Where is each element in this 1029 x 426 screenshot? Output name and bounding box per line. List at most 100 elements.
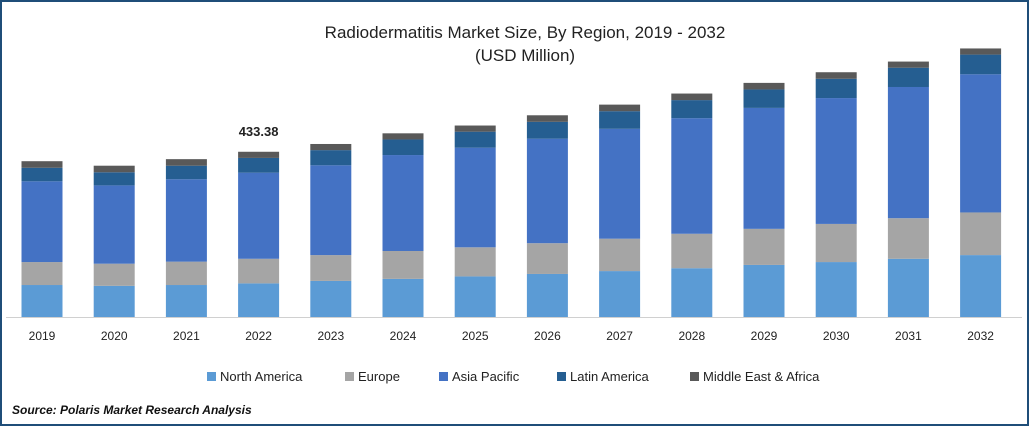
bar-2030-middle-east-africa <box>815 72 857 79</box>
bar-2021-europe <box>165 261 207 286</box>
bar-2031-north-america <box>887 258 929 317</box>
bar-2019-latin-america <box>21 167 63 182</box>
bar-2021-asia-pacific <box>165 179 207 262</box>
bar-2025-europe <box>454 247 496 277</box>
bar-2022-middle-east-africa <box>238 151 280 158</box>
legend-swatch <box>690 372 699 381</box>
x-tick-label-2026: 2026 <box>534 329 561 343</box>
bar-2020-middle-east-africa <box>93 165 135 173</box>
x-tick-label-2023: 2023 <box>317 329 344 343</box>
x-tick-label-2029: 2029 <box>751 329 778 343</box>
bar-2032-latin-america <box>960 54 1002 75</box>
bar-2019-asia-pacific <box>21 181 63 263</box>
bar-2030-europe <box>815 223 857 263</box>
chart-title: Radiodermatitis Market Size, By Region, … <box>325 23 726 42</box>
bar-2019-europe <box>21 262 63 286</box>
bar-2020-north-america <box>93 285 135 317</box>
bar-2031-latin-america <box>887 67 929 87</box>
bar-2020-europe <box>93 263 135 286</box>
x-tick-label-2030: 2030 <box>823 329 850 343</box>
bar-2028-europe <box>671 233 713 269</box>
bar-2020-asia-pacific <box>93 185 135 264</box>
bar-2022-asia-pacific <box>238 172 280 259</box>
bar-2022-latin-america <box>238 157 280 173</box>
bar-2026-middle-east-africa <box>526 115 568 122</box>
bar-2020-latin-america <box>93 172 135 186</box>
legend-swatch <box>439 372 448 381</box>
bar-2027-latin-america <box>599 111 641 129</box>
source-note: Source: Polaris Market Research Analysis <box>12 403 252 417</box>
legend-label: Middle East & Africa <box>703 369 820 384</box>
bar-2027-north-america <box>599 271 641 317</box>
legend-swatch <box>345 372 354 381</box>
bar-2028-north-america <box>671 268 713 317</box>
bar-2027-europe <box>599 238 641 272</box>
x-tick-label-2025: 2025 <box>462 329 489 343</box>
bar-2026-asia-pacific <box>526 138 568 244</box>
x-tick-label-2019: 2019 <box>29 329 56 343</box>
x-tick-label-2031: 2031 <box>895 329 922 343</box>
legend-label: North America <box>220 369 303 384</box>
legend-item-north-america: North America <box>207 369 303 384</box>
bar-2026-north-america <box>526 273 568 317</box>
x-tick-label-2028: 2028 <box>678 329 705 343</box>
bars-group <box>21 48 1002 317</box>
x-tick-label-2021: 2021 <box>173 329 200 343</box>
bar-2029-north-america <box>743 264 785 317</box>
bar-2023-middle-east-africa <box>310 143 352 151</box>
x-tick-label-2024: 2024 <box>390 329 417 343</box>
legend-item-latin-america: Latin America <box>557 369 650 384</box>
data-label-2022: 433.38 <box>239 124 279 139</box>
bar-2025-middle-east-africa <box>454 125 496 132</box>
bar-2027-middle-east-africa <box>599 104 641 112</box>
bar-2024-europe <box>382 250 424 279</box>
bar-2030-asia-pacific <box>815 98 857 224</box>
bar-2031-asia-pacific <box>887 86 929 219</box>
bar-2021-latin-america <box>165 165 207 180</box>
bar-2030-latin-america <box>815 78 857 99</box>
bar-2022-north-america <box>238 283 280 317</box>
bar-2024-north-america <box>382 278 424 317</box>
bar-2027-asia-pacific <box>599 128 641 239</box>
bar-2028-middle-east-africa <box>671 93 713 101</box>
legend-label: Europe <box>358 369 400 384</box>
annotations: 433.38 <box>239 124 279 139</box>
bar-2029-asia-pacific <box>743 107 785 229</box>
bar-2029-middle-east-africa <box>743 82 785 90</box>
bar-2028-latin-america <box>671 100 713 119</box>
bar-2021-north-america <box>165 285 207 317</box>
bar-2023-asia-pacific <box>310 165 352 256</box>
x-tick-label-2027: 2027 <box>606 329 633 343</box>
legend-label: Latin America <box>570 369 650 384</box>
bar-2019-middle-east-africa <box>21 161 63 168</box>
bar-2028-asia-pacific <box>671 118 713 234</box>
bar-2025-asia-pacific <box>454 147 496 248</box>
bar-2031-europe <box>887 218 929 259</box>
bar-2024-latin-america <box>382 139 424 156</box>
bar-2026-europe <box>526 243 568 274</box>
legend-item-europe: Europe <box>345 369 400 384</box>
bar-2024-asia-pacific <box>382 155 424 251</box>
bar-2024-middle-east-africa <box>382 133 424 140</box>
legend-swatch <box>557 372 566 381</box>
bar-2019-north-america <box>21 285 63 317</box>
bar-2023-latin-america <box>310 150 352 166</box>
bar-2021-middle-east-africa <box>165 159 207 166</box>
bar-2025-north-america <box>454 276 496 317</box>
x-tick-label-2032: 2032 <box>967 329 994 343</box>
x-axis-ticks: 2019 2020 2021 2022 2023 2024 2025 2026 2027 2028… <box>29 329 995 343</box>
bar-2032-europe <box>960 212 1002 256</box>
x-tick-label-2020: 2020 <box>101 329 128 343</box>
bar-2026-latin-america <box>526 121 568 139</box>
legend: North America Europe Asia Pacific Latin Ame… <box>207 369 820 384</box>
legend-swatch <box>207 372 216 381</box>
bar-2032-asia-pacific <box>960 74 1002 213</box>
bar-2025-latin-america <box>454 131 496 148</box>
bar-2029-europe <box>743 228 785 265</box>
legend-item-asia-pacific: Asia Pacific <box>439 369 520 384</box>
bar-2023-north-america <box>310 280 352 317</box>
chart-subtitle: (USD Million) <box>475 46 575 65</box>
bar-2022-europe <box>238 258 280 284</box>
bar-2030-north-america <box>815 262 857 317</box>
